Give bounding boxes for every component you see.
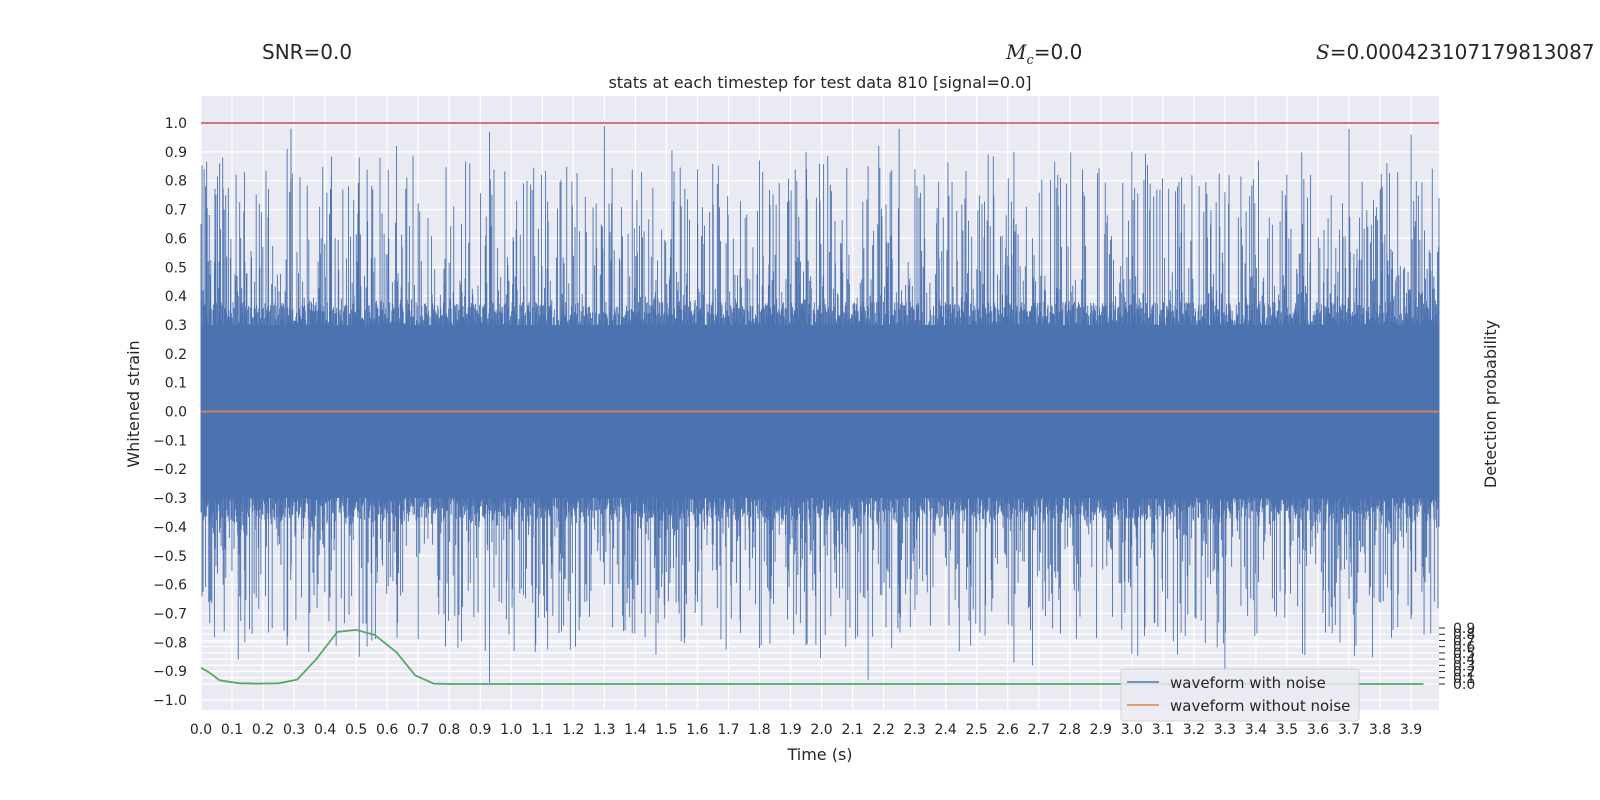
y-axis-label: Whitened strain	[124, 340, 143, 467]
y2-tick-label: 0.3	[1453, 658, 1475, 674]
y2-tick-label: 0.5	[1453, 646, 1475, 662]
y2-tick-label: 0.1	[1453, 671, 1475, 687]
x-tick-label: 3.2	[1183, 722, 1205, 738]
detection-probability-series	[200, 628, 1424, 685]
x-tick-label: 2.3	[904, 722, 926, 738]
x-tick-label: 3.9	[1400, 722, 1422, 738]
y-tick-label: −0.1	[153, 433, 187, 449]
series-lines	[200, 122, 1439, 685]
score-label: S=0.000423107179813087	[1316, 40, 1595, 64]
x-tick-label: 1.6	[686, 722, 708, 738]
x-tick-label: 0.4	[314, 722, 336, 738]
mc-value: =0.0	[1033, 40, 1083, 64]
y2-tick-label: 0.2	[1453, 665, 1475, 681]
x-tick-label: 2.5	[966, 722, 988, 738]
y2-axis-label: Detection probability	[1481, 320, 1500, 488]
x-tick-label: 1.5	[655, 722, 677, 738]
y-tick-label: −1.0	[153, 693, 187, 709]
x-tick-label: 1.7	[717, 722, 739, 738]
y-axis-ticks: 1.0 0.9 0.8 0.7 0.6 0.5 0.4 0.3 0.2 0.1 0.0 −0.1 −0.…	[153, 116, 187, 709]
x-tick-label: 1.8	[748, 722, 770, 738]
legend-box	[1120, 668, 1360, 722]
x-tick-label: 1.3	[593, 722, 615, 738]
y-tick-label: −0.5	[153, 549, 187, 565]
chirp-mass-label: Mc=0.0	[1006, 40, 1082, 68]
y-tick-label: 0.2	[165, 347, 187, 363]
y-tick-label: 0.8	[165, 174, 187, 190]
y-tick-label: −0.6	[153, 578, 187, 594]
snr-label: SNR=0.0	[262, 40, 353, 64]
s-symbol: S	[1316, 40, 1330, 64]
x-tick-label: 0.9	[469, 722, 491, 738]
legend-clean-label: waveform without noise	[1170, 697, 1350, 715]
x-tick-label: 2.9	[1090, 722, 1112, 738]
x-axis-ticks: 0.0 0.1 0.2 0.3 0.4 0.5 0.6 0.7 0.8 0.9 1.0 1.1 1.2 1…	[190, 722, 1422, 738]
x-tick-label: 3.0	[1121, 722, 1143, 738]
y2-tick-label: 0.4	[1453, 652, 1475, 668]
y2-tick-label: 0.8	[1453, 627, 1475, 643]
x-tick-label: 1.4	[624, 722, 646, 738]
y-tick-label: 0.0	[165, 405, 187, 421]
x-tick-label: 2.8	[1059, 722, 1081, 738]
y2-tick-label: 0.7	[1453, 633, 1475, 649]
y-tick-label: 0.7	[165, 203, 187, 219]
y-tick-label: 1.0	[165, 116, 187, 132]
x-tick-label: 2.4	[935, 722, 957, 738]
y-tick-label: −0.3	[153, 491, 187, 507]
x-tick-label: 1.9	[779, 722, 801, 738]
legend-noisy-label: waveform with noise	[1170, 674, 1326, 692]
y-tick-label: 0.9	[165, 145, 187, 161]
x-tick-label: 2.2	[872, 722, 894, 738]
y-tick-label: 0.4	[165, 289, 187, 305]
x-tick-label: 2.6	[997, 722, 1019, 738]
y-tick-label: −0.8	[153, 635, 187, 651]
y-tick-label: −0.9	[153, 664, 187, 680]
x-tick-label: 2.7	[1028, 722, 1050, 738]
x-tick-label: 3.8	[1369, 722, 1391, 738]
s-value: =0.000423107179813087	[1329, 40, 1595, 64]
x-tick-label: 0.6	[376, 722, 398, 738]
x-tick-label: 3.7	[1338, 722, 1360, 738]
x-tick-label: 0.1	[221, 722, 243, 738]
mc-subscript: c	[1026, 53, 1034, 68]
y-tick-label: 0.1	[165, 376, 187, 392]
x-tick-label: 0.2	[252, 722, 274, 738]
y2-tick-label: 0.6	[1453, 640, 1475, 656]
x-tick-label: 0.8	[438, 722, 460, 738]
y2-tick-label: 0.0	[1453, 677, 1475, 693]
x-tick-label: 3.5	[1276, 722, 1298, 738]
y-tick-label: 0.5	[165, 260, 187, 276]
y-tick-label: 0.6	[165, 231, 187, 247]
legend: waveform with noise waveform without noi…	[1120, 668, 1360, 722]
x-tick-label: 1.2	[562, 722, 584, 738]
x-tick-label: 3.3	[1214, 722, 1236, 738]
x-tick-label: 1.0	[500, 722, 522, 738]
y-tick-label: −0.2	[153, 462, 187, 478]
y2-axis-ticks: 0.90.80.70.60.50.40.30.20.10.0	[1439, 621, 1475, 693]
x-tick-label: 0.5	[345, 722, 367, 738]
y-tick-label: −0.4	[153, 520, 187, 536]
chart-title: stats at each timestep for test data 810…	[608, 73, 1031, 92]
x-tick-label: 3.6	[1307, 722, 1329, 738]
y-tick-label: 0.3	[165, 318, 187, 334]
mc-symbol: M	[1006, 40, 1027, 64]
x-tick-label: 0.0	[190, 722, 212, 738]
x-axis-label: Time (s)	[786, 745, 852, 764]
x-tick-label: 3.1	[1152, 722, 1174, 738]
x-tick-label: 3.4	[1245, 722, 1267, 738]
x-tick-label: 1.1	[531, 722, 553, 738]
x-tick-label: 0.7	[407, 722, 429, 738]
x-tick-label: 2.0	[810, 722, 832, 738]
y-tick-label: −0.7	[153, 606, 187, 622]
x-tick-label: 0.3	[283, 722, 305, 738]
x-tick-label: 2.1	[841, 722, 863, 738]
y2-tick-label: 0.9	[1453, 621, 1475, 637]
